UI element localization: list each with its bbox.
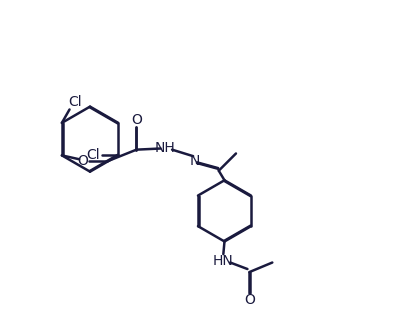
Text: O: O <box>243 293 254 307</box>
Text: O: O <box>77 154 88 168</box>
Text: HN: HN <box>212 254 232 268</box>
Text: N: N <box>189 154 199 168</box>
Text: NH: NH <box>154 141 175 155</box>
Text: O: O <box>131 113 142 127</box>
Text: Cl: Cl <box>68 95 82 109</box>
Text: Cl: Cl <box>85 148 99 162</box>
